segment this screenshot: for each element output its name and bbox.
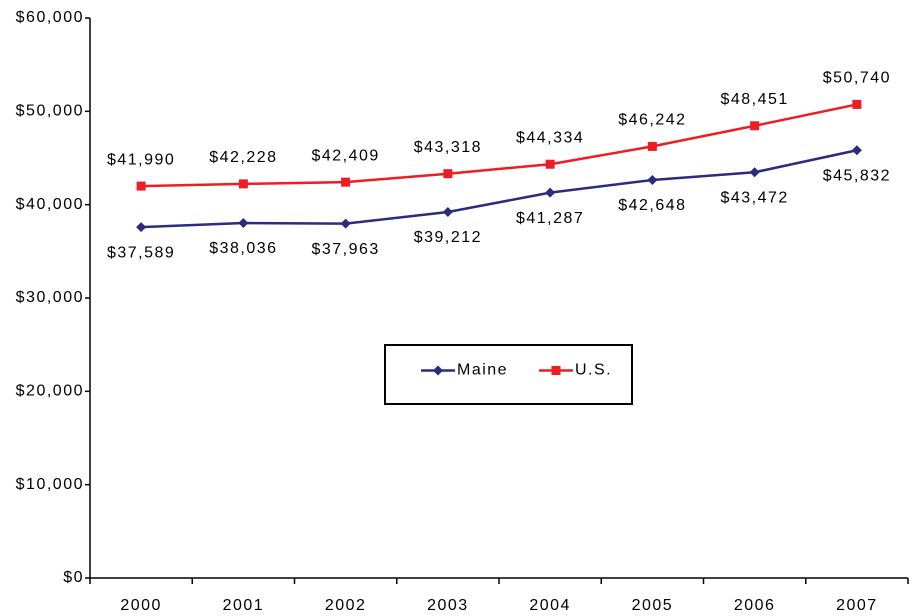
x-tick-label: 2004	[529, 597, 571, 614]
data-label: $50,740	[823, 70, 891, 87]
data-label: $48,451	[720, 91, 788, 108]
x-tick-label: 2003	[427, 597, 469, 614]
data-label: $45,832	[823, 167, 891, 184]
marker	[238, 217, 249, 228]
series-line	[141, 103, 858, 188]
marker	[136, 181, 146, 191]
data-label: $42,409	[311, 147, 379, 164]
marker	[136, 222, 147, 233]
data-label: $44,334	[516, 129, 584, 146]
data-label: $46,242	[618, 112, 686, 129]
data-label: $38,036	[209, 240, 277, 257]
marker	[749, 167, 760, 178]
data-label: $43,472	[720, 189, 788, 206]
marker	[545, 159, 555, 169]
y-tick-label: $0	[63, 569, 84, 586]
y-tick-label: $10,000	[16, 476, 84, 493]
y-tick-label: $30,000	[16, 289, 84, 306]
marker	[442, 207, 453, 218]
marker	[443, 169, 453, 179]
data-label: $39,212	[414, 229, 482, 246]
marker	[551, 366, 561, 375]
marker	[341, 177, 351, 187]
marker	[750, 121, 760, 131]
x-tick-label: 2000	[120, 597, 162, 614]
y-tick-label: $50,000	[16, 103, 84, 120]
marker	[852, 99, 862, 109]
x-tick-label: 2005	[632, 597, 674, 614]
data-label: $41,287	[516, 210, 584, 227]
series-line	[141, 149, 858, 229]
data-label: $37,963	[311, 241, 379, 258]
data-label: $42,648	[618, 197, 686, 214]
data-label: $37,589	[107, 244, 175, 261]
data-label: $43,318	[414, 139, 482, 156]
marker	[545, 187, 556, 198]
x-tick-label: 2007	[836, 597, 878, 614]
marker	[340, 218, 351, 229]
legend-box	[384, 344, 633, 405]
y-tick-label: $40,000	[16, 196, 84, 213]
marker	[647, 141, 657, 151]
data-label: $41,990	[107, 151, 175, 168]
x-tick-label: 2006	[734, 597, 776, 614]
marker	[851, 145, 862, 156]
y-tick-label: $20,000	[16, 383, 84, 400]
marker	[238, 179, 248, 189]
legend-label: U.S.	[575, 362, 612, 379]
data-label: $42,228	[209, 149, 277, 166]
marker	[433, 365, 443, 376]
marker	[647, 174, 658, 185]
y-tick-label: $60,000	[16, 9, 84, 26]
x-tick-label: 2002	[325, 597, 367, 614]
x-tick-label: 2001	[223, 597, 265, 614]
legend-label: Maine	[457, 362, 508, 379]
